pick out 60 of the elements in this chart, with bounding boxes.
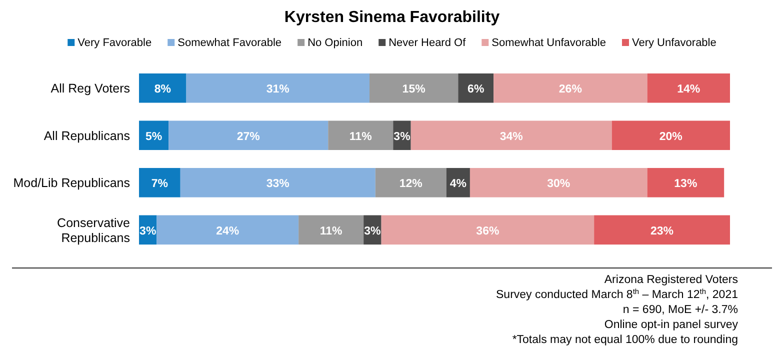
data-label: 34% bbox=[500, 130, 523, 143]
data-label: 5% bbox=[145, 130, 162, 143]
bar bbox=[458, 73, 494, 103]
data-label: 26% bbox=[558, 84, 582, 96]
bar bbox=[369, 73, 458, 103]
bar bbox=[139, 73, 186, 103]
bar bbox=[139, 120, 169, 150]
data-label: 3% bbox=[394, 130, 410, 143]
data-label: 27% bbox=[236, 130, 260, 143]
legend-label: Never Heard Of bbox=[388, 37, 467, 49]
y-tick-label: Conservative Republicans bbox=[57, 216, 130, 245]
data-label: 36% bbox=[476, 225, 500, 238]
data-label: 24% bbox=[216, 225, 240, 238]
legend-label: Very Favorable bbox=[78, 37, 152, 49]
data-label: 3% bbox=[364, 225, 381, 238]
bar bbox=[594, 215, 730, 245]
data-label: 31% bbox=[266, 84, 290, 96]
data-label: 30% bbox=[547, 178, 570, 190]
data-label: 12% bbox=[399, 178, 422, 190]
bar bbox=[186, 73, 370, 103]
legend-label: Somewhat Favorable bbox=[178, 37, 282, 49]
data-label: 15% bbox=[402, 84, 426, 96]
bar bbox=[494, 73, 648, 103]
data-label: 14% bbox=[677, 84, 700, 96]
bar bbox=[328, 120, 394, 150]
y-tick-label: All Reg Voters bbox=[50, 82, 130, 96]
text: Online opt-in panel survey bbox=[604, 319, 738, 331]
data-label: 11% bbox=[349, 130, 372, 143]
bar bbox=[470, 168, 648, 198]
text: *Totals may not equal 100% due to rounding bbox=[512, 334, 738, 346]
data-label: 3% bbox=[140, 225, 156, 238]
bar bbox=[410, 120, 612, 150]
data-label: 23% bbox=[650, 225, 674, 238]
bar bbox=[647, 73, 730, 103]
legend-label: Somewhat Unfavorable bbox=[492, 37, 606, 49]
text: Arizona Registered Voters bbox=[604, 274, 738, 286]
bar bbox=[180, 168, 376, 198]
chart-title: Kyrsten Sinema Favorability bbox=[284, 9, 500, 26]
text: n = 690, MoE +/- 3.7% bbox=[622, 304, 738, 316]
data-label: 7% bbox=[151, 178, 168, 190]
bar bbox=[612, 120, 730, 150]
text: Survey conducted March 8$^{th}$ – March 12$^{th}$, 2021 bbox=[496, 286, 738, 301]
legend-label: No Opinion bbox=[308, 37, 363, 49]
bar bbox=[375, 168, 446, 198]
data-label: 11% bbox=[320, 225, 342, 238]
bar bbox=[298, 215, 364, 245]
bar bbox=[139, 168, 180, 198]
data-label: 20% bbox=[659, 130, 682, 143]
data-label: 6% bbox=[468, 84, 484, 96]
bar bbox=[156, 215, 299, 245]
bar bbox=[168, 120, 328, 150]
y-tick-label: All Republicans bbox=[44, 128, 130, 143]
bar bbox=[381, 215, 594, 245]
data-label: 8% bbox=[154, 84, 171, 96]
y-tick-label: Mod/Lib Republicans bbox=[13, 176, 130, 190]
data-label: 13% bbox=[674, 178, 698, 190]
data-label: 4% bbox=[450, 178, 466, 190]
legend-label: Very Unfavorable bbox=[632, 37, 716, 49]
bar bbox=[647, 168, 724, 198]
data-label: 33% bbox=[266, 178, 290, 190]
